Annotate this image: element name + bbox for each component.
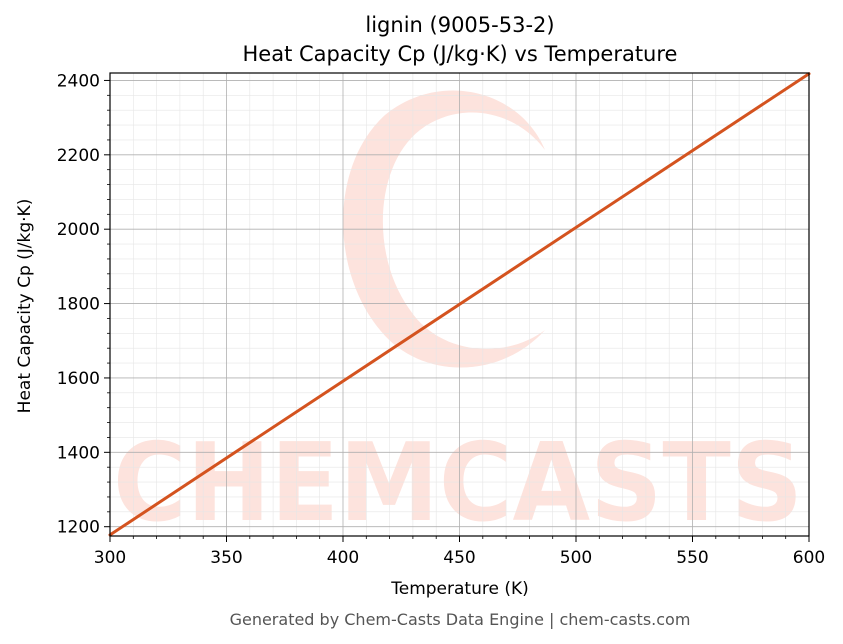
x-axis: 300 350 400 450 500 550 600 <box>94 536 825 568</box>
y-tick-label: 1800 <box>57 295 100 315</box>
x-tick-label: 450 <box>443 548 475 568</box>
x-axis-label: Temperature (K) <box>390 579 529 599</box>
y-axis: 1200 1400 1600 1800 2000 2200 2400 <box>57 71 110 538</box>
x-tick-label: 600 <box>793 548 825 568</box>
chart-subtitle: Heat Capacity Cp (J/kg·K) vs Temperature <box>243 42 678 66</box>
watermark-text: CHEMCASTS <box>113 421 803 546</box>
y-tick-label: 2000 <box>57 220 100 240</box>
watermark-swirl <box>343 90 545 368</box>
y-tick-label: 1200 <box>57 518 100 538</box>
series-group <box>108 72 811 537</box>
series-line <box>108 72 811 537</box>
x-tick-label: 400 <box>327 548 359 568</box>
watermark: CHEMCASTS <box>113 90 803 546</box>
footer-text: Generated by Chem-Casts Data Engine | ch… <box>230 610 691 629</box>
y-tick-label: 1400 <box>57 443 100 463</box>
y-tick-label: 2200 <box>57 146 100 166</box>
x-tick-label: 500 <box>560 548 592 568</box>
y-axis-label: Heat Capacity Cp (J/kg·K) <box>15 199 35 414</box>
x-tick-label: 550 <box>676 548 708 568</box>
chart-title: lignin (9005-53-2) <box>365 13 554 37</box>
x-tick-label: 300 <box>94 548 126 568</box>
y-tick-label: 1600 <box>57 369 100 389</box>
x-tick-label: 350 <box>210 548 242 568</box>
y-tick-label: 2400 <box>57 71 100 91</box>
grid-major <box>109 73 810 536</box>
